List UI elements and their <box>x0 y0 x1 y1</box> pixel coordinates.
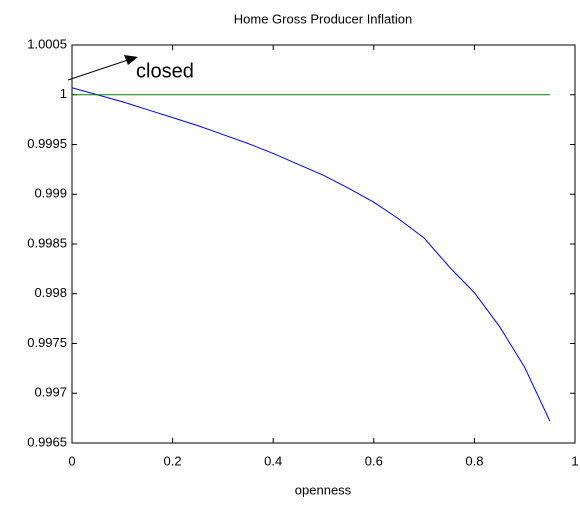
x-tick-label: 0 <box>68 453 75 468</box>
y-tick-label: 0.9975 <box>27 335 67 350</box>
plot-frame <box>71 44 576 444</box>
annotation: closed <box>136 60 194 82</box>
y-tick-label: 0.9985 <box>27 235 67 250</box>
y-tick-label: 1.0005 <box>27 36 67 51</box>
y-tick-label: 1 <box>60 86 67 101</box>
arrow-head <box>124 55 138 65</box>
x-tick-label: 0.4 <box>264 453 282 468</box>
annotation-arrow <box>67 59 129 81</box>
line-series <box>71 87 551 422</box>
y-tick-label: 0.998 <box>34 285 67 300</box>
y-tick-label: 0.9995 <box>27 136 67 151</box>
x-axis-label: openness <box>295 482 352 497</box>
x-tick-label: 0.2 <box>164 453 182 468</box>
x-tick-label: 0.6 <box>365 453 383 468</box>
y-tick-label: 0.997 <box>34 385 67 400</box>
y-tick-label: 0.999 <box>34 186 67 201</box>
chart-title: Home Gross Producer Inflation <box>234 11 412 26</box>
x-tick-label: 1 <box>571 453 578 468</box>
x-tick-label: 0.8 <box>465 453 483 468</box>
y-tick-label: 0.9965 <box>27 434 67 449</box>
